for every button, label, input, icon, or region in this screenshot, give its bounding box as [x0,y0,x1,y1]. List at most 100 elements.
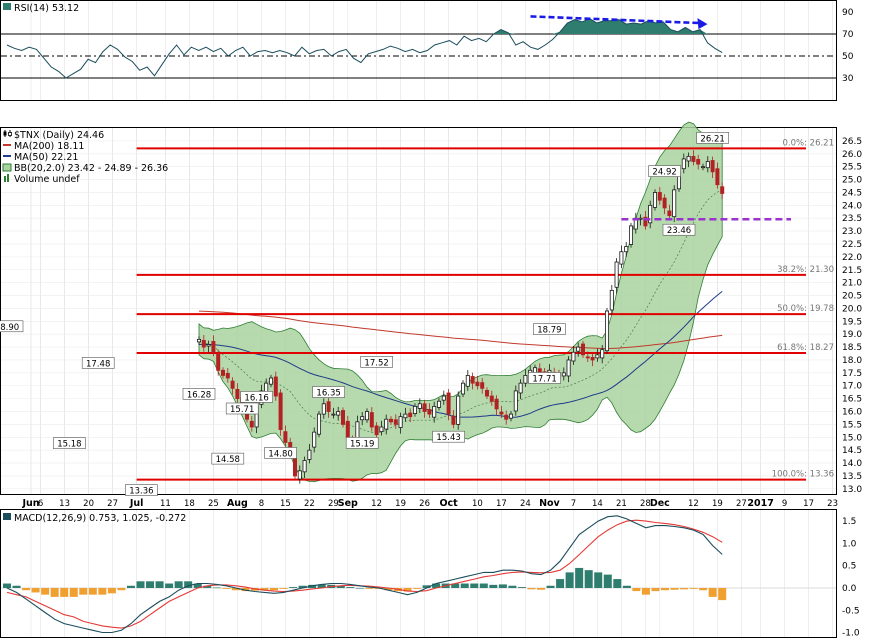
rsi-panel [0,0,837,101]
price-y-tick: 19.5 [842,317,862,327]
macd-histogram-bar [289,587,298,588]
x-tick-label: 12 [688,499,699,509]
macd-histogram-bar [136,581,145,588]
rsi-icon [3,3,11,10]
macd-histogram-bar [155,581,164,588]
price-y-tick: 25.0 [842,176,862,186]
legend-price: $TNX (Daily) 24.46 [14,130,104,141]
price-y-tick: 23.5 [842,214,862,224]
annotation-box [264,447,297,459]
price-y-tick: 16.0 [842,408,862,418]
candle-body [571,351,576,362]
annotation-label: 15.18 [57,440,81,450]
candle-body [268,377,273,385]
candle-body [494,398,499,410]
macd-histogram-bar [260,587,269,591]
rsi-y-tick: 70 [842,30,854,40]
x-tick-label: Oct [439,498,458,509]
macd-histogram-bar [193,583,202,588]
candle-body [403,413,408,419]
x-tick-label: 15 [280,499,291,509]
price-y-tick: 21.0 [842,279,862,289]
candle-body [681,158,686,170]
candle-body [523,375,528,384]
macd-histogram-bar [79,587,88,595]
price-y-tick: 23.0 [842,227,862,237]
price-y-tick: 14.0 [842,459,862,469]
rsi-header: RSI(14) 53.12 [3,3,79,14]
candle-body [360,416,365,421]
annotation-label: 23.46 [667,226,691,236]
legend-ma50: MA(50) 22.21 [14,152,78,163]
x-tick-label: 21 [616,499,627,509]
price-y-tick: 22.5 [842,240,862,250]
price-y-tick: 15.5 [842,420,862,430]
annotation-label: 18.90 [0,323,19,333]
candle-body [480,382,485,389]
candle-body [211,341,216,353]
annotation-box [240,391,273,403]
x-tick-label: Dec [650,498,670,509]
candle-body [451,415,456,425]
candle-body [196,338,201,343]
candle-body [662,197,667,209]
candle-body [422,403,427,412]
ma200-swatch [3,144,11,146]
x-tick-label: Aug [227,498,248,509]
legend-volume: Volume undef [14,174,80,185]
macd-histogram-bar [670,587,679,590]
annotation-box [696,132,729,144]
rsi-y-tick: 50 [842,52,854,62]
candle-body [619,251,624,265]
price-y-tick: 19.0 [842,330,862,340]
fib-label: 100.0%: 13.36 [772,470,834,480]
macd-histogram-bar [603,574,612,588]
candle-body [201,339,206,348]
x-tick-label: Jul [129,498,144,509]
macd-histogram-bar [174,581,183,588]
macd-histogram-bar [660,587,669,591]
candle-body [648,204,653,224]
candle-body [600,349,605,359]
macd-icon [3,513,11,520]
candle-body [336,411,341,416]
candle-body [513,390,518,412]
candle-body [657,192,662,201]
price-y-tick: 13.0 [842,485,862,495]
candle-body [581,343,586,356]
macd-histogram-bar [241,587,250,592]
price-y-tick: 25.5 [842,163,862,173]
price-annotations: 18.90 17.48 15.18 13.36 16.28 15.71 16.16 14.58… [0,132,729,497]
macd-histogram-bar [126,585,135,588]
macd-histogram-bar [2,583,12,588]
macd-histogram-bar [298,585,307,588]
macd-histogram-bar [279,587,288,589]
x-tick-label: 17 [803,499,814,509]
candle-body [595,354,600,359]
price-y-tick: 18.0 [842,356,862,366]
macd-histogram-bar [107,587,116,594]
macd-y-tick: 0.0 [842,584,857,594]
price-y-tick: 13.5 [842,472,862,482]
macd-title: MACD(12,26,9) 0.753, 1.025, -0.272 [14,513,186,524]
annotation-box [225,402,259,415]
candle-body [470,376,475,384]
candle-body [408,412,413,418]
candle-body [384,418,389,430]
annotation-box [312,386,345,398]
x-tick-label: 6 [38,499,43,509]
macd-histogram-bar [584,570,593,588]
x-tick-label: 8 [259,499,264,509]
rsi-trend-arrow [530,15,702,25]
price-y-tick: 26.0 [842,150,862,160]
candle-body [278,392,283,430]
candle-body [638,217,643,220]
bb-swatch [2,163,12,172]
macd-panel [0,509,837,638]
annotation-box [53,437,86,449]
macd-histogram-bar [689,587,698,589]
candle-icon [3,130,12,137]
annotation-box [528,372,561,384]
